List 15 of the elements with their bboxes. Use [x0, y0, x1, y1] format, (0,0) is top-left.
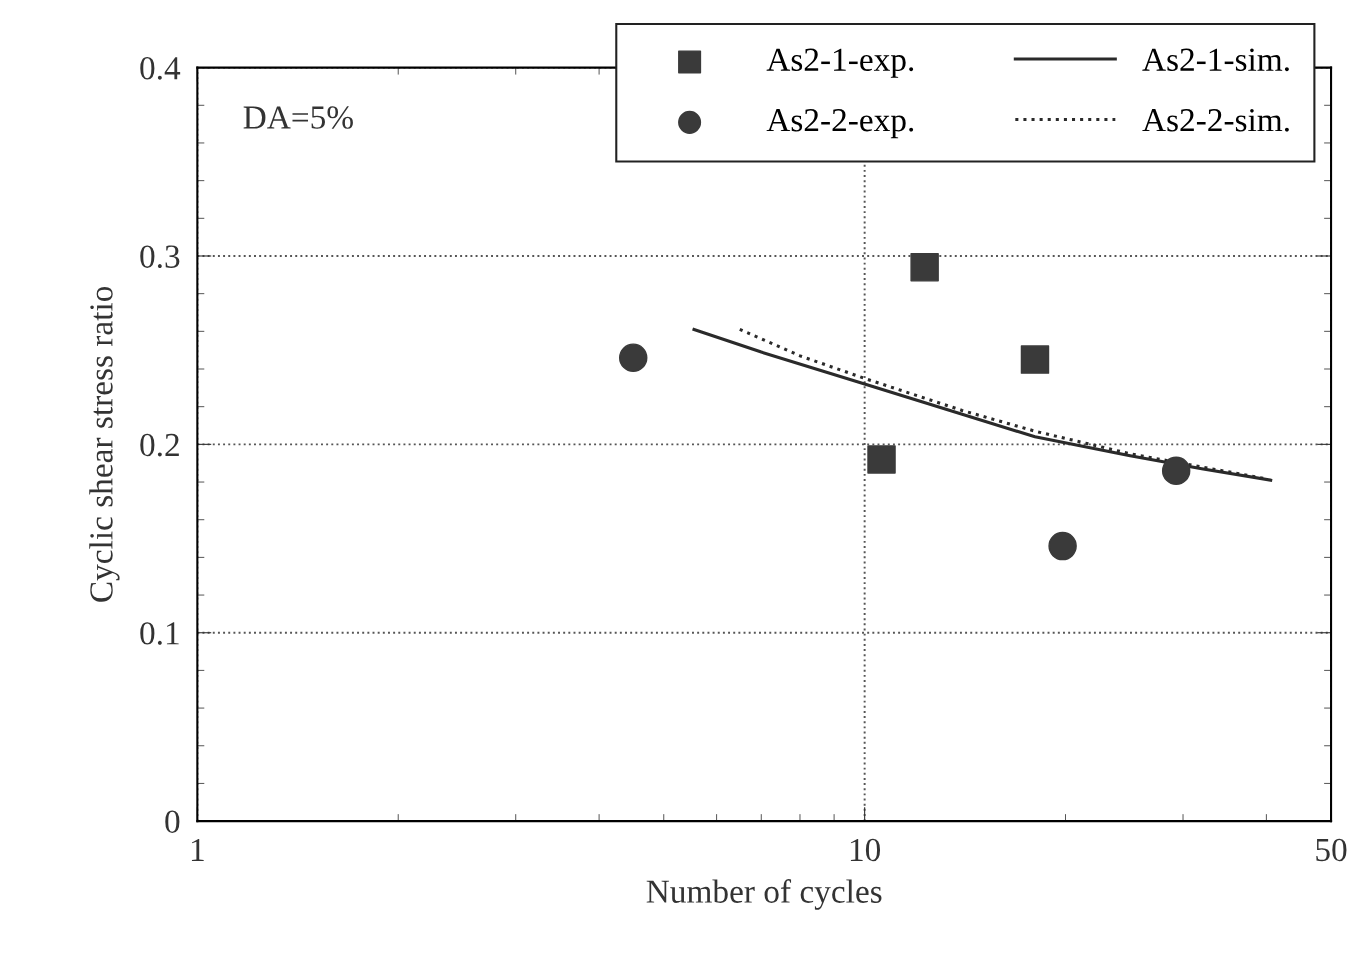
y-axis-title: Cyclic shear stress ratio: [89, 286, 120, 602]
x-axis-title: Number of cycles: [646, 879, 882, 910]
x-tick-label: 1: [191, 838, 204, 861]
x-tick-label: 50: [1316, 838, 1347, 862]
legend-label: As2-2-exp.: [766, 109, 914, 139]
y-tick-label: 0.2: [140, 433, 179, 457]
annotation: DA=5%: [243, 106, 353, 129]
y-tick-label: 0: [165, 810, 180, 833]
legend-label: As2-2-sim.: [1142, 109, 1289, 132]
y-tick-label: 0.3: [140, 245, 180, 269]
legend-label: As2-1-exp.: [766, 48, 914, 78]
y-tick-label: 0.1: [140, 622, 179, 645]
x-tick-label: 10: [850, 838, 881, 862]
legend-label: As2-1-sim.: [1142, 48, 1289, 72]
y-tick-label: 0.4: [140, 57, 181, 80]
